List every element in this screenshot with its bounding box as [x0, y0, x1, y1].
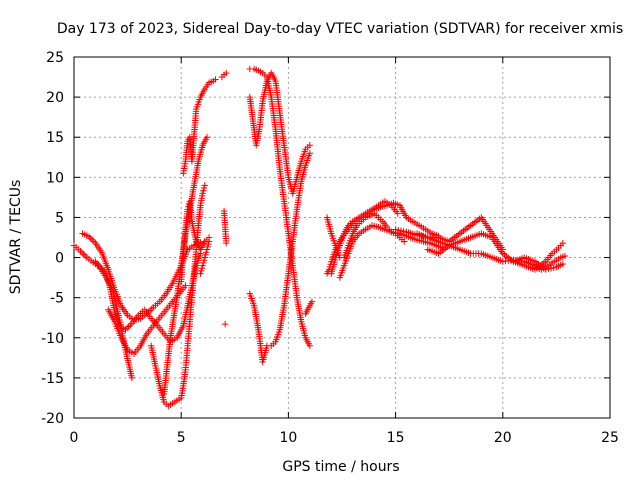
data-point — [212, 76, 219, 83]
data-point — [127, 321, 134, 329]
x-tick-label: 15 — [387, 430, 405, 446]
data-series — [70, 65, 569, 410]
series-arc-17 — [328, 198, 401, 277]
data-point — [87, 235, 94, 242]
series-arc-5 — [147, 182, 208, 410]
data-point — [561, 252, 569, 260]
data-point — [397, 227, 405, 234]
series-arc-23 — [531, 252, 569, 273]
data-point — [306, 142, 314, 149]
x-tick-label: 25 — [601, 430, 619, 446]
series-arc-12 — [246, 69, 314, 197]
data-point — [559, 239, 567, 247]
data-point — [221, 320, 229, 328]
data-point — [78, 249, 86, 256]
data-point — [199, 262, 206, 269]
data-point — [184, 206, 191, 213]
data-point — [200, 257, 208, 264]
series-arc-7 — [180, 76, 219, 177]
tick-layer — [73, 56, 611, 419]
plot-frame — [73, 56, 611, 419]
data-point — [80, 251, 87, 258]
data-point — [198, 267, 205, 275]
data-point — [182, 282, 189, 289]
y-tick-label: 0 — [55, 251, 64, 267]
x-tick-label: 5 — [177, 430, 186, 446]
series-arc-21 — [424, 230, 567, 273]
y-tick-label: -10 — [41, 331, 64, 347]
series-arc-19 — [392, 226, 549, 271]
data-point — [547, 265, 555, 272]
series-arc-10 — [218, 69, 230, 328]
series-arc-13 — [246, 150, 314, 366]
x-tick-label: 0 — [70, 430, 79, 446]
data-point — [400, 238, 408, 245]
data-point — [200, 259, 207, 267]
y-tick-label: 5 — [55, 210, 64, 226]
y-tick-label: 20 — [46, 90, 64, 106]
data-point — [202, 251, 209, 259]
data-point — [148, 305, 155, 313]
data-point — [200, 184, 208, 192]
x-tick-label: 20 — [494, 430, 512, 446]
data-point — [201, 182, 208, 189]
data-point — [199, 190, 206, 197]
series-arc-8 — [178, 198, 213, 285]
data-point — [550, 264, 557, 271]
y-tick-label: -15 — [41, 371, 64, 387]
y-tick-labels: -20 -15 -10 -5 0 5 10 15 20 25 — [41, 50, 64, 427]
y-tick-label: -20 — [41, 411, 64, 427]
data-point — [198, 265, 206, 272]
data-point — [306, 150, 314, 157]
data-point — [205, 240, 212, 248]
data-point — [392, 226, 399, 233]
chart-title: Day 173 of 2023, Sidereal Day-to-day VTE… — [57, 21, 623, 37]
data-point — [85, 233, 93, 240]
series-arc-11 — [246, 65, 314, 349]
data-point — [197, 270, 204, 277]
series-arc-9 — [197, 238, 213, 277]
y-tick-label: -5 — [50, 291, 64, 307]
y-axis-label: SDTVAR / TECUs — [8, 180, 24, 295]
data-point — [395, 226, 402, 234]
data-point — [204, 243, 211, 251]
data-point — [146, 307, 154, 314]
y-tick-label: 15 — [46, 130, 64, 146]
data-point — [201, 254, 208, 261]
data-point — [394, 210, 401, 217]
data-point — [128, 374, 136, 382]
data-point — [306, 342, 314, 349]
series-arc-14 — [302, 298, 316, 317]
data-point — [400, 228, 407, 235]
data-point — [559, 260, 567, 268]
data-point — [125, 323, 132, 330]
x-tick-labels: 0 5 10 15 20 25 — [70, 430, 619, 446]
data-point — [123, 324, 131, 332]
y-tick-label: 10 — [46, 170, 64, 186]
data-point — [308, 298, 316, 305]
data-point — [205, 238, 213, 245]
data-point — [82, 252, 89, 260]
data-point — [122, 326, 129, 333]
y-tick-label: 25 — [46, 50, 64, 66]
series-arc-4 — [105, 282, 189, 358]
grid-layer — [74, 57, 610, 418]
data-point — [223, 239, 230, 247]
data-point — [203, 134, 211, 141]
data-point — [203, 249, 210, 256]
data-point — [203, 246, 211, 253]
data-point — [89, 236, 96, 244]
x-axis-label: GPS time / hours — [282, 459, 399, 475]
x-tick-label: 10 — [279, 430, 297, 446]
data-point — [90, 238, 98, 245]
data-point — [223, 69, 230, 77]
data-point — [200, 187, 207, 194]
series-arc-3 — [92, 250, 204, 345]
data-point — [77, 247, 84, 255]
